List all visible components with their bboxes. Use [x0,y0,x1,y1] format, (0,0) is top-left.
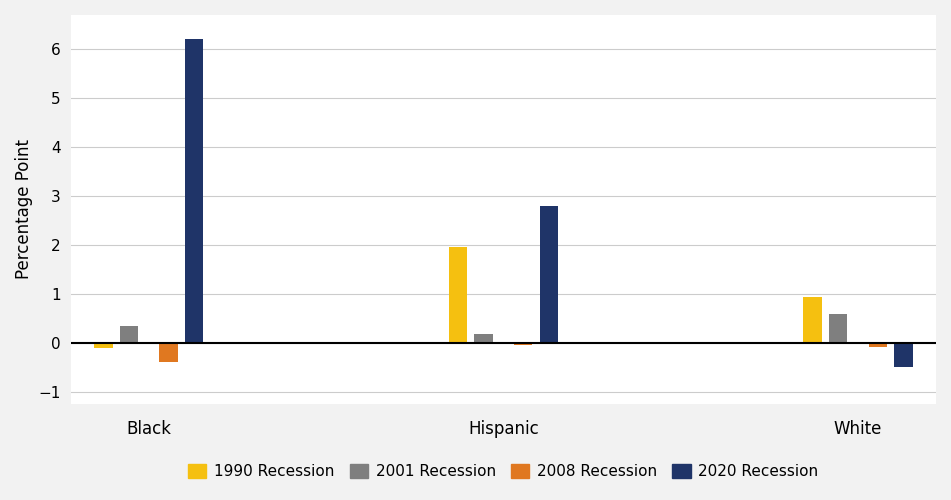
Bar [829,314,847,342]
Bar [804,297,822,343]
Bar [514,342,533,345]
Y-axis label: Percentage Point: Percentage Point [15,140,33,280]
Bar [894,342,913,367]
Bar [120,326,138,342]
Bar [868,342,887,346]
Bar [160,342,178,362]
Bar [539,206,558,342]
Bar [449,248,467,342]
Bar [184,40,204,343]
Legend: 1990 Recession, 2001 Recession, 2008 Recession, 2020 Recession: 1990 Recession, 2001 Recession, 2008 Rec… [182,458,825,485]
Bar [94,342,112,347]
Bar [475,334,493,342]
